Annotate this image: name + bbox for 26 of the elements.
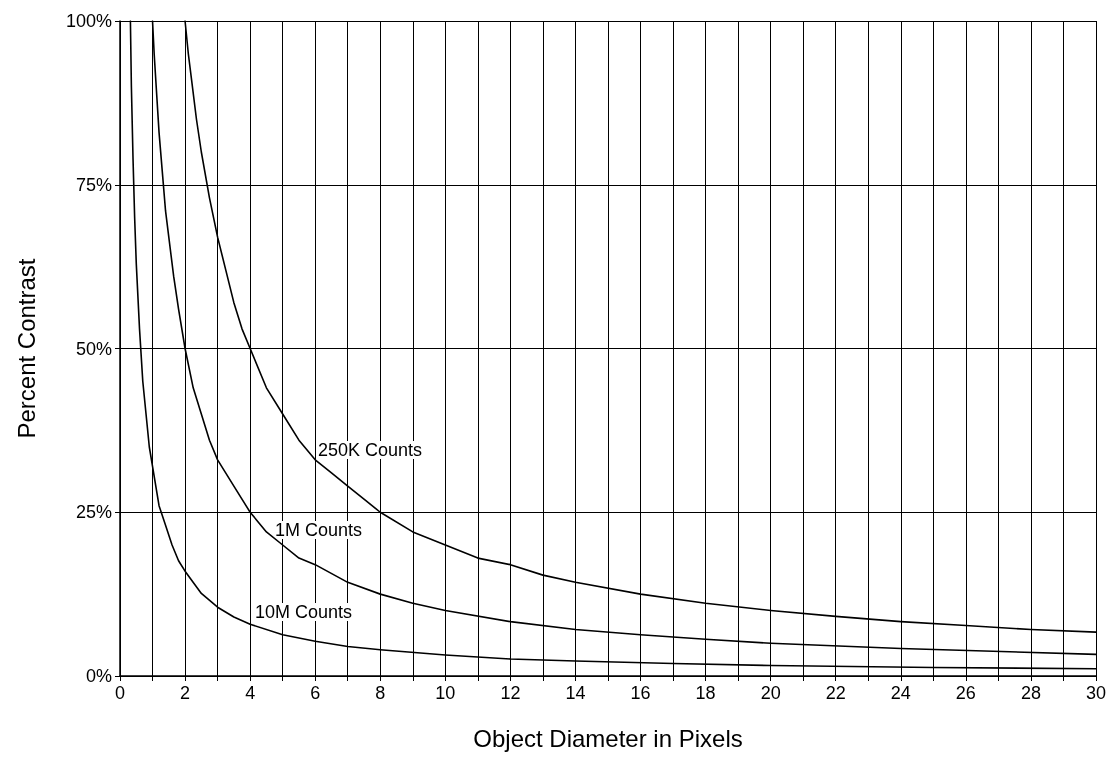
annotation: 10M Counts bbox=[255, 602, 353, 622]
x-tick-label: 20 bbox=[760, 683, 781, 703]
x-tick-label: 22 bbox=[825, 683, 846, 703]
x-tick-label: 14 bbox=[565, 683, 586, 703]
x-tick-label: 4 bbox=[245, 683, 256, 703]
y-tick-label: 50% bbox=[75, 338, 112, 359]
y-axis-title: Percent Contrast bbox=[12, 258, 40, 439]
x-tick-label: 28 bbox=[1020, 683, 1041, 703]
x-tick-label: 26 bbox=[955, 683, 976, 703]
x-axis-title: Object Diameter in Pixels bbox=[473, 724, 743, 752]
y-tick-label: 0% bbox=[85, 666, 112, 686]
x-tick-label: 10 bbox=[435, 683, 456, 703]
y-tick-label: 75% bbox=[75, 174, 112, 195]
x-tick-label: 30 bbox=[1085, 683, 1107, 703]
y-tick-label: 25% bbox=[75, 502, 112, 523]
x-tick-label: 2 bbox=[180, 683, 191, 703]
x-tick-label: 0 bbox=[114, 683, 126, 703]
x-tick-label: 8 bbox=[375, 683, 386, 703]
x-tick-label: 16 bbox=[630, 683, 651, 703]
annotation: 250K Counts bbox=[318, 440, 423, 460]
annotation: 1M Counts bbox=[275, 520, 363, 540]
x-tick-label: 24 bbox=[890, 683, 911, 703]
y-tick-label: 100% bbox=[65, 11, 112, 31]
x-tick-label: 18 bbox=[695, 683, 716, 703]
x-tick-label: 6 bbox=[310, 683, 321, 703]
x-tick-label: 12 bbox=[500, 683, 521, 703]
